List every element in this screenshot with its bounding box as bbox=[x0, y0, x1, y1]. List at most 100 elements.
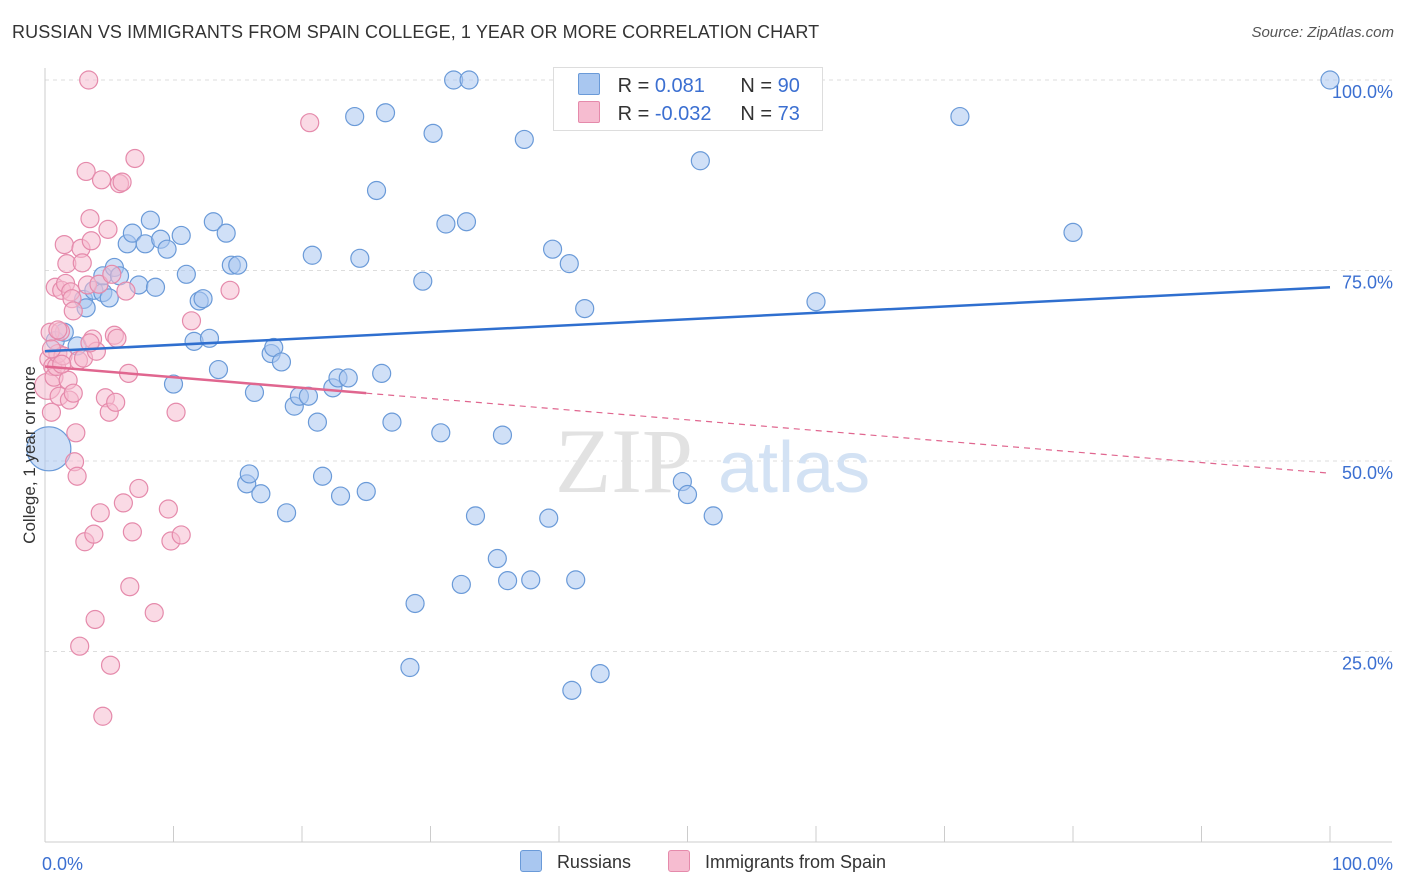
spain-point bbox=[120, 577, 140, 597]
x-tick-label-max: 100.0% bbox=[1332, 854, 1393, 874]
spain-point bbox=[80, 333, 100, 353]
russians-point bbox=[140, 210, 160, 230]
r-label: R = bbox=[617, 75, 650, 97]
russians-point bbox=[487, 548, 507, 569]
axis-layer: 25.0% 50.0% 75.0% 100.0% 0.0% 100.0% bbox=[42, 68, 1393, 874]
russians-point bbox=[423, 123, 443, 143]
spain-point bbox=[89, 274, 109, 294]
russians-point bbox=[677, 484, 698, 505]
n-value: 90 bbox=[777, 75, 800, 97]
trend-line-dashed-1 bbox=[366, 392, 1331, 474]
spain-point bbox=[98, 219, 118, 239]
russians-point bbox=[1320, 70, 1340, 90]
legend-item-spain[interactable]: Immigrants from Spain bbox=[667, 850, 887, 873]
russians-point bbox=[203, 212, 223, 232]
russians-point bbox=[251, 484, 271, 504]
russians-point bbox=[703, 506, 723, 526]
russians-swatch bbox=[578, 73, 600, 95]
spain-swatch bbox=[578, 101, 600, 123]
spain-point bbox=[122, 522, 142, 542]
spain-point bbox=[300, 113, 320, 133]
watermark-atlas: atlas bbox=[718, 428, 870, 508]
russians-point bbox=[366, 180, 387, 201]
russians-point bbox=[492, 425, 513, 445]
spain-point bbox=[100, 655, 121, 675]
watermark: ZIP atlas bbox=[555, 410, 870, 512]
spain-point bbox=[76, 161, 96, 182]
spain-legend-swatch bbox=[667, 850, 690, 872]
russians-point bbox=[542, 239, 563, 259]
n-label: N = bbox=[740, 103, 773, 125]
spain-point bbox=[66, 423, 86, 443]
points-layer bbox=[26, 70, 1340, 726]
russians-point bbox=[456, 212, 477, 232]
russians-point bbox=[690, 151, 710, 171]
trend-line-solid-1 bbox=[44, 365, 367, 395]
russians-point bbox=[375, 103, 396, 123]
legend-item-russians[interactable]: Russians bbox=[519, 850, 631, 873]
russians-point bbox=[99, 288, 119, 308]
legend-label: Immigrants from Spain bbox=[705, 852, 887, 872]
y-tick-label: 75.0% bbox=[1342, 273, 1393, 293]
russians-point bbox=[356, 481, 376, 502]
r-label: R = bbox=[617, 103, 650, 125]
stats-legend: R = 0.081 N = 90 R = -0.032 N = 73 bbox=[553, 67, 823, 131]
grid-layer bbox=[45, 79, 1392, 652]
russians-point bbox=[514, 129, 534, 150]
spain-point bbox=[113, 493, 133, 513]
n-value: 73 bbox=[777, 103, 800, 125]
russians-point bbox=[271, 352, 292, 372]
russians-legend-swatch bbox=[519, 850, 542, 872]
spain-point bbox=[70, 636, 90, 656]
russians-point bbox=[157, 239, 177, 259]
spain-point bbox=[79, 70, 99, 90]
r-value: -0.032 bbox=[654, 103, 712, 125]
spain-point bbox=[81, 231, 101, 251]
spain-point bbox=[67, 466, 87, 486]
russians-point bbox=[122, 223, 142, 243]
r-value: 0.081 bbox=[654, 75, 705, 97]
russians-point bbox=[806, 292, 826, 312]
russians-point bbox=[431, 423, 451, 443]
russians-point bbox=[562, 680, 582, 700]
chart-title: RUSSIAN VS IMMIGRANTS FROM SPAIN COLLEGE… bbox=[12, 22, 820, 42]
russians-point bbox=[184, 331, 204, 351]
spain-point bbox=[106, 392, 126, 412]
spain-point bbox=[63, 301, 83, 321]
russians-point bbox=[459, 70, 479, 90]
watermark-zip: ZIP bbox=[555, 410, 693, 512]
russians-point bbox=[436, 214, 456, 234]
russians-point bbox=[405, 593, 425, 614]
y-tick-label: 50.0% bbox=[1342, 463, 1393, 483]
spain-point bbox=[144, 603, 164, 623]
stats-row-russians: R = 0.081 N = 90 bbox=[578, 72, 800, 100]
russians-point bbox=[176, 264, 196, 284]
russians-point bbox=[228, 255, 248, 275]
y-tick-label: 100.0% bbox=[1332, 82, 1393, 102]
spain-point bbox=[112, 172, 132, 192]
russians-point bbox=[400, 657, 420, 678]
spain-point bbox=[91, 170, 112, 190]
y-axis-label: College, 1 year or more bbox=[20, 366, 39, 544]
trend-line-0 bbox=[44, 286, 1331, 353]
russians-point bbox=[338, 368, 358, 388]
spain-point bbox=[84, 524, 104, 544]
russians-point bbox=[382, 412, 402, 432]
russians-point bbox=[575, 299, 595, 319]
spain-point bbox=[72, 253, 92, 273]
russians-point bbox=[590, 663, 610, 684]
russians-point bbox=[26, 426, 72, 472]
series-legend: Russians Immigrants from Spain bbox=[0, 850, 1406, 873]
russians-point bbox=[239, 464, 259, 484]
russians-point bbox=[521, 570, 541, 590]
russians-point bbox=[950, 106, 970, 127]
legend-label: Russians bbox=[556, 852, 631, 872]
spain-point bbox=[102, 264, 122, 284]
spain-point bbox=[85, 609, 105, 630]
russians-point bbox=[413, 271, 433, 291]
russians-point bbox=[312, 466, 333, 486]
russians-point bbox=[330, 486, 351, 506]
spain-point bbox=[125, 148, 145, 169]
russians-point bbox=[276, 503, 297, 523]
